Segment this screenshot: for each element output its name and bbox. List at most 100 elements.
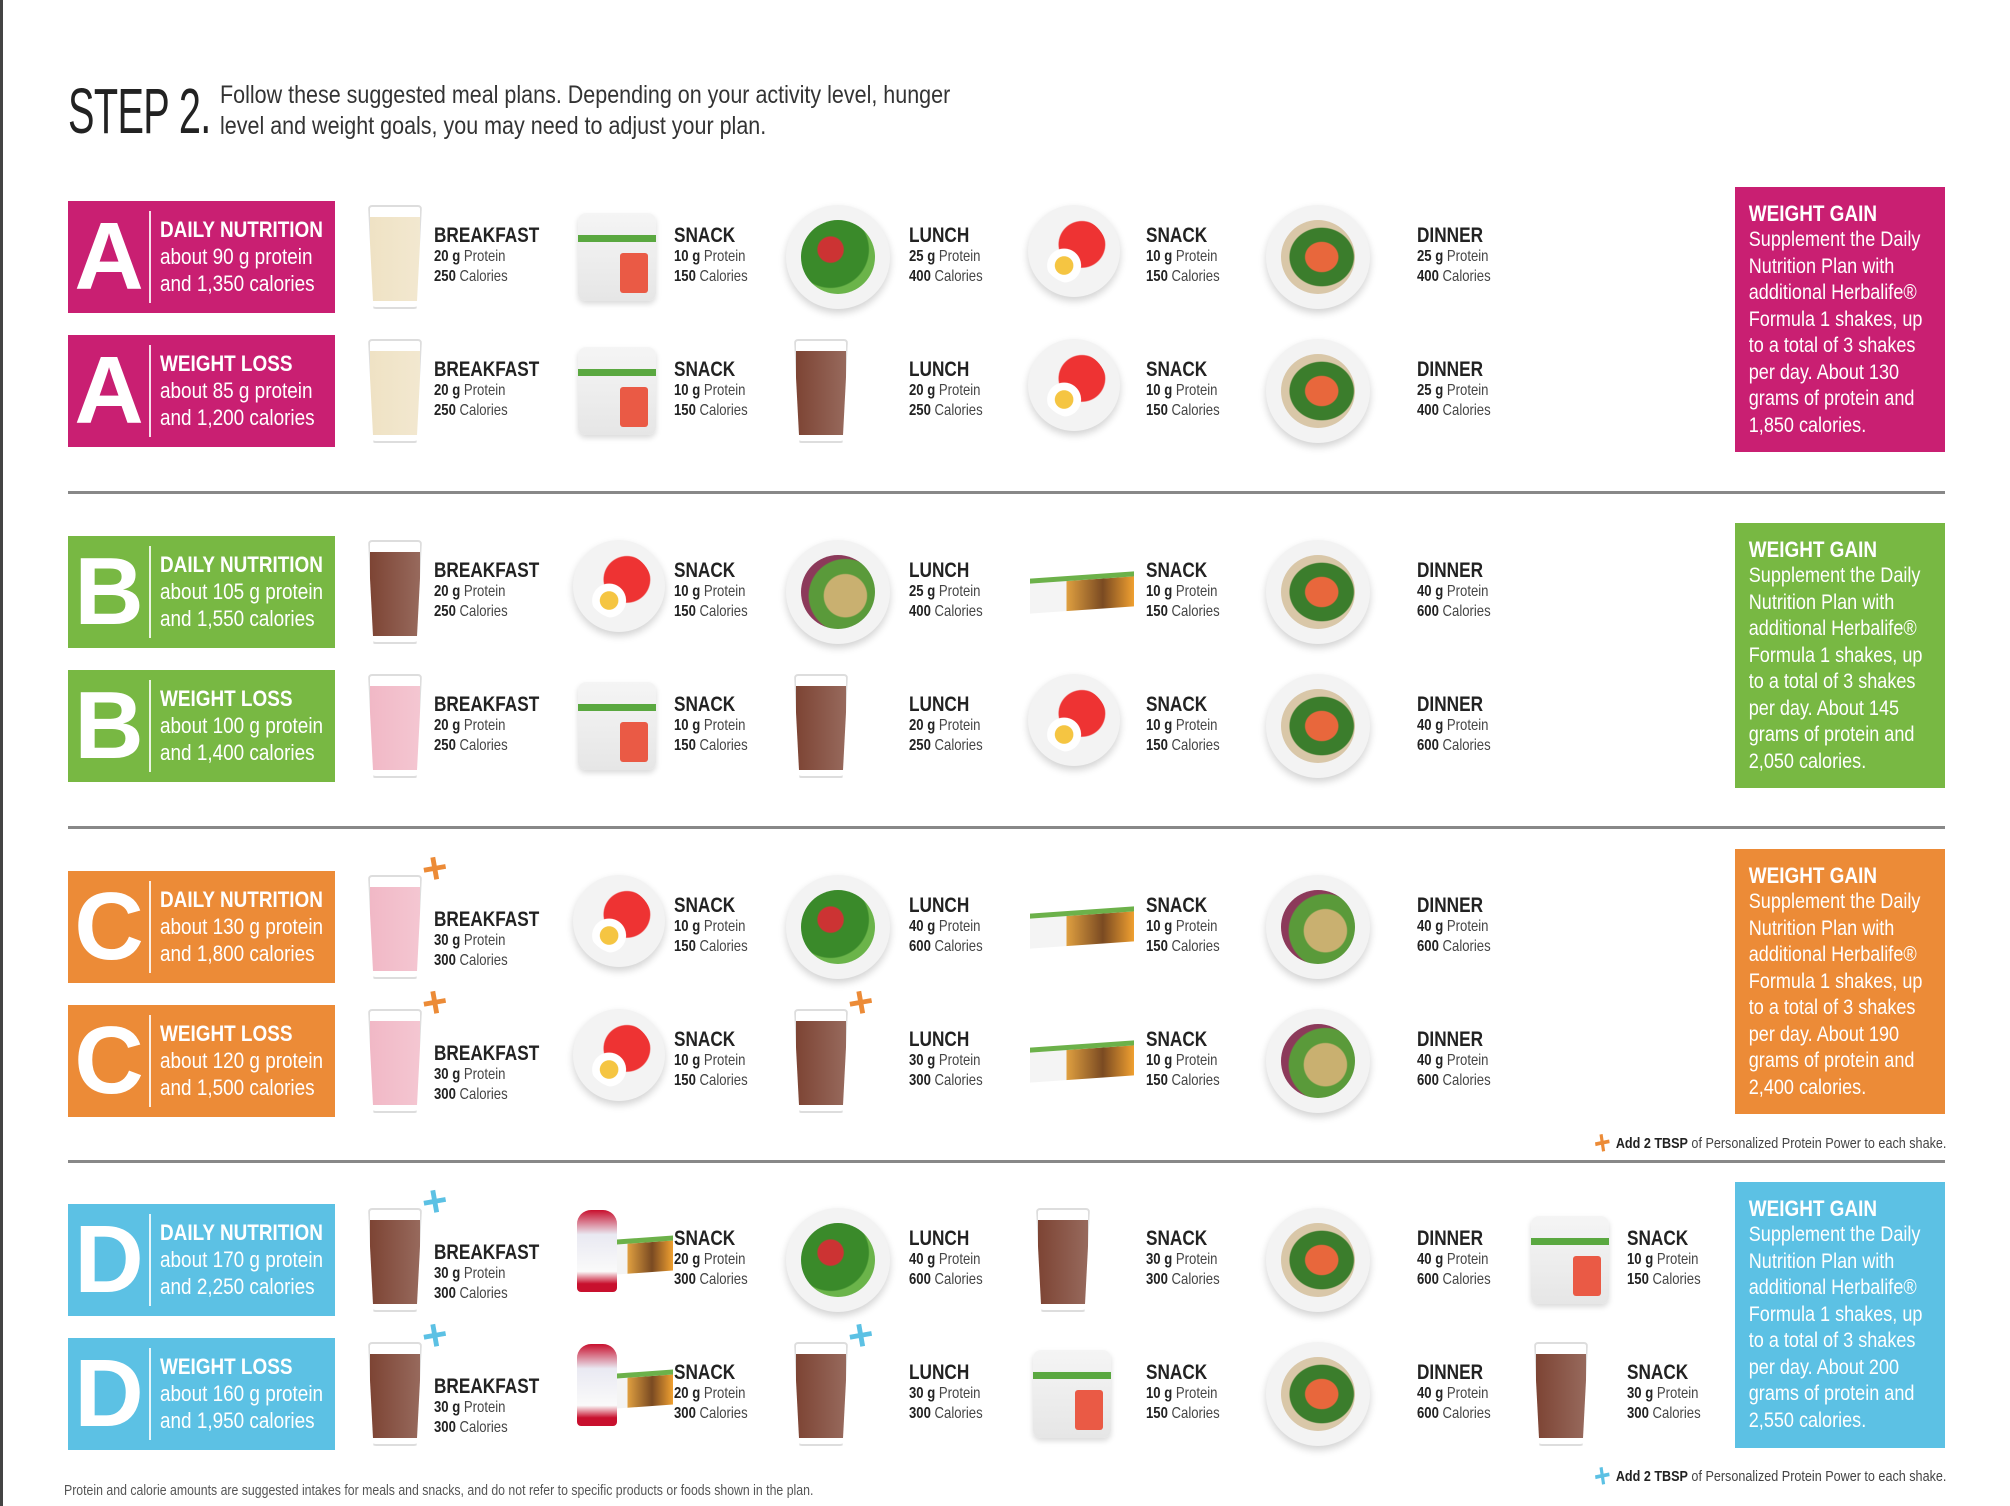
weight-gain-box: WEIGHT GAIN Supplement the Daily Nutriti…	[1735, 849, 1945, 1114]
plan-title: WEIGHT LOSS	[160, 1021, 293, 1046]
calories-unit: Calories	[1167, 737, 1220, 754]
calories-unit: Calories	[1648, 1271, 1701, 1288]
intro-text: Follow these suggested meal plans. Depen…	[220, 81, 951, 140]
canister-icon	[1033, 1350, 1111, 1438]
meal-protein: 10 g	[674, 382, 701, 399]
meal-calories: 300	[434, 952, 456, 969]
calories-unit: Calories	[1438, 1072, 1491, 1089]
meal-protein: 25 g	[909, 583, 936, 600]
plan-divider	[149, 211, 151, 303]
meal-item: DINNER 25 g Protein 400 Calories	[1417, 359, 1491, 421]
weight-gain-text: Supplement the Daily Nutrition Plan with…	[1748, 564, 1923, 773]
tomato-egg-plate-icon	[573, 540, 665, 632]
meal-item: LUNCH 20 g Protein 250 Calories	[909, 359, 983, 421]
meal-protein: 30 g	[1146, 1251, 1173, 1268]
plan-calories: and 1,350 calories	[160, 271, 315, 296]
meal-label: LUNCH	[909, 224, 970, 247]
tomato-egg-plate-icon	[573, 1009, 665, 1101]
chocolate-shake-icon	[794, 1342, 848, 1446]
meal-calories: 400	[1417, 268, 1439, 285]
calories-unit: Calories	[930, 402, 983, 419]
protein-unit: Protein	[700, 1251, 746, 1268]
meal-image	[1028, 674, 1138, 778]
parfait-icon	[577, 1344, 617, 1426]
meal-calories: 600	[1417, 603, 1439, 620]
protein-unit: Protein	[1653, 1251, 1699, 1268]
meal-item: BREAKFAST 30 g Protein 300 Calories	[434, 1376, 539, 1438]
meal-item: SNACK 10 g Protein 150 Calories	[1146, 1362, 1220, 1424]
meal-calories: 600	[1417, 737, 1439, 754]
meal-calories: 150	[674, 938, 696, 955]
calories-unit: Calories	[930, 737, 983, 754]
meal-item: SNACK 10 g Protein 150 Calories	[674, 225, 748, 287]
meal-image	[1526, 1208, 1636, 1312]
meal-calories: 300	[1146, 1271, 1168, 1288]
meal-calories: 150	[674, 1072, 696, 1089]
salmon-plate-icon	[1266, 205, 1370, 309]
note-bold: Add 2 TBSP	[1615, 1135, 1688, 1152]
meal-image	[786, 540, 896, 644]
plan-b-weight-loss-box: B WEIGHT LOSS about 100 g protein and 1,…	[68, 670, 335, 782]
protein-unit: Protein	[700, 248, 746, 265]
calories-unit: Calories	[1167, 402, 1220, 419]
protein-unit: Protein	[460, 717, 506, 734]
meal-calories: 150	[1146, 603, 1168, 620]
calories-unit: Calories	[1167, 1072, 1220, 1089]
protein-unit: Protein	[1443, 583, 1489, 600]
meal-item: BREAKFAST 20 g Protein 250 Calories	[434, 225, 539, 287]
meal-calories: 300	[674, 1271, 696, 1288]
chicken-salad-icon	[786, 875, 890, 979]
meal-protein: 20 g	[674, 1385, 701, 1402]
meal-image	[1266, 205, 1376, 309]
protein-unit: Protein	[935, 382, 981, 399]
plan-divider	[149, 1015, 151, 1107]
meal-image	[573, 205, 683, 309]
meal-calories: 250	[434, 603, 456, 620]
calories-unit: Calories	[695, 938, 748, 955]
meal-label: SNACK	[674, 693, 736, 716]
calories-unit: Calories	[1438, 1271, 1491, 1288]
meal-protein: 30 g	[909, 1385, 936, 1402]
meal-label: DINNER	[1417, 894, 1484, 917]
meal-label: BREAKFAST	[434, 693, 540, 716]
protein-unit: Protein	[1172, 1251, 1218, 1268]
calories-unit: Calories	[455, 737, 508, 754]
meal-calories: 150	[1146, 938, 1168, 955]
tomato-egg-plate-icon	[1028, 674, 1120, 766]
meal-label: SNACK	[1627, 1227, 1689, 1250]
meal-item: SNACK 10 g Protein 150 Calories	[674, 560, 748, 622]
meal-calories: 250	[909, 737, 931, 754]
protein-unit: Protein	[700, 717, 746, 734]
chocolate-shake-icon	[794, 674, 848, 778]
plan-title: DAILY NUTRITION	[160, 887, 323, 912]
meal-calories: 150	[1146, 737, 1168, 754]
protein-unit: Protein	[935, 583, 981, 600]
meal-calories: 400	[909, 603, 931, 620]
meal-item: SNACK 10 g Protein 150 Calories	[1146, 225, 1220, 287]
weight-gain-title: WEIGHT GAIN	[1748, 537, 1877, 562]
note-text: of Personalized Protein Power to each sh…	[1687, 1135, 1946, 1152]
meal-label: SNACK	[674, 1227, 736, 1250]
plan-protein: about 85 g protein	[160, 378, 313, 403]
meal-image	[360, 540, 470, 644]
vanilla-shake-icon	[368, 339, 422, 443]
protein-unit: Protein	[1443, 1052, 1489, 1069]
meal-label: LUNCH	[909, 693, 970, 716]
meal-image	[573, 339, 683, 443]
meal-image	[573, 875, 683, 979]
protein-bar-icon	[1030, 571, 1134, 614]
meal-protein: 20 g	[909, 382, 936, 399]
meal-label: DINNER	[1417, 358, 1484, 381]
meal-item: SNACK 10 g Protein 150 Calories	[674, 895, 748, 957]
section-divider	[68, 826, 1945, 829]
meal-protein: 30 g	[434, 1265, 461, 1282]
protein-unit: Protein	[935, 1385, 981, 1402]
meal-image	[1266, 1208, 1376, 1312]
canister-icon	[578, 213, 656, 301]
meal-label: DINNER	[1417, 1361, 1484, 1384]
plan-title: DAILY NUTRITION	[160, 552, 323, 577]
calories-unit: Calories	[930, 1271, 983, 1288]
protein-unit: Protein	[1443, 382, 1489, 399]
protein-unit: Protein	[700, 382, 746, 399]
meal-protein: 30 g	[434, 1399, 461, 1416]
